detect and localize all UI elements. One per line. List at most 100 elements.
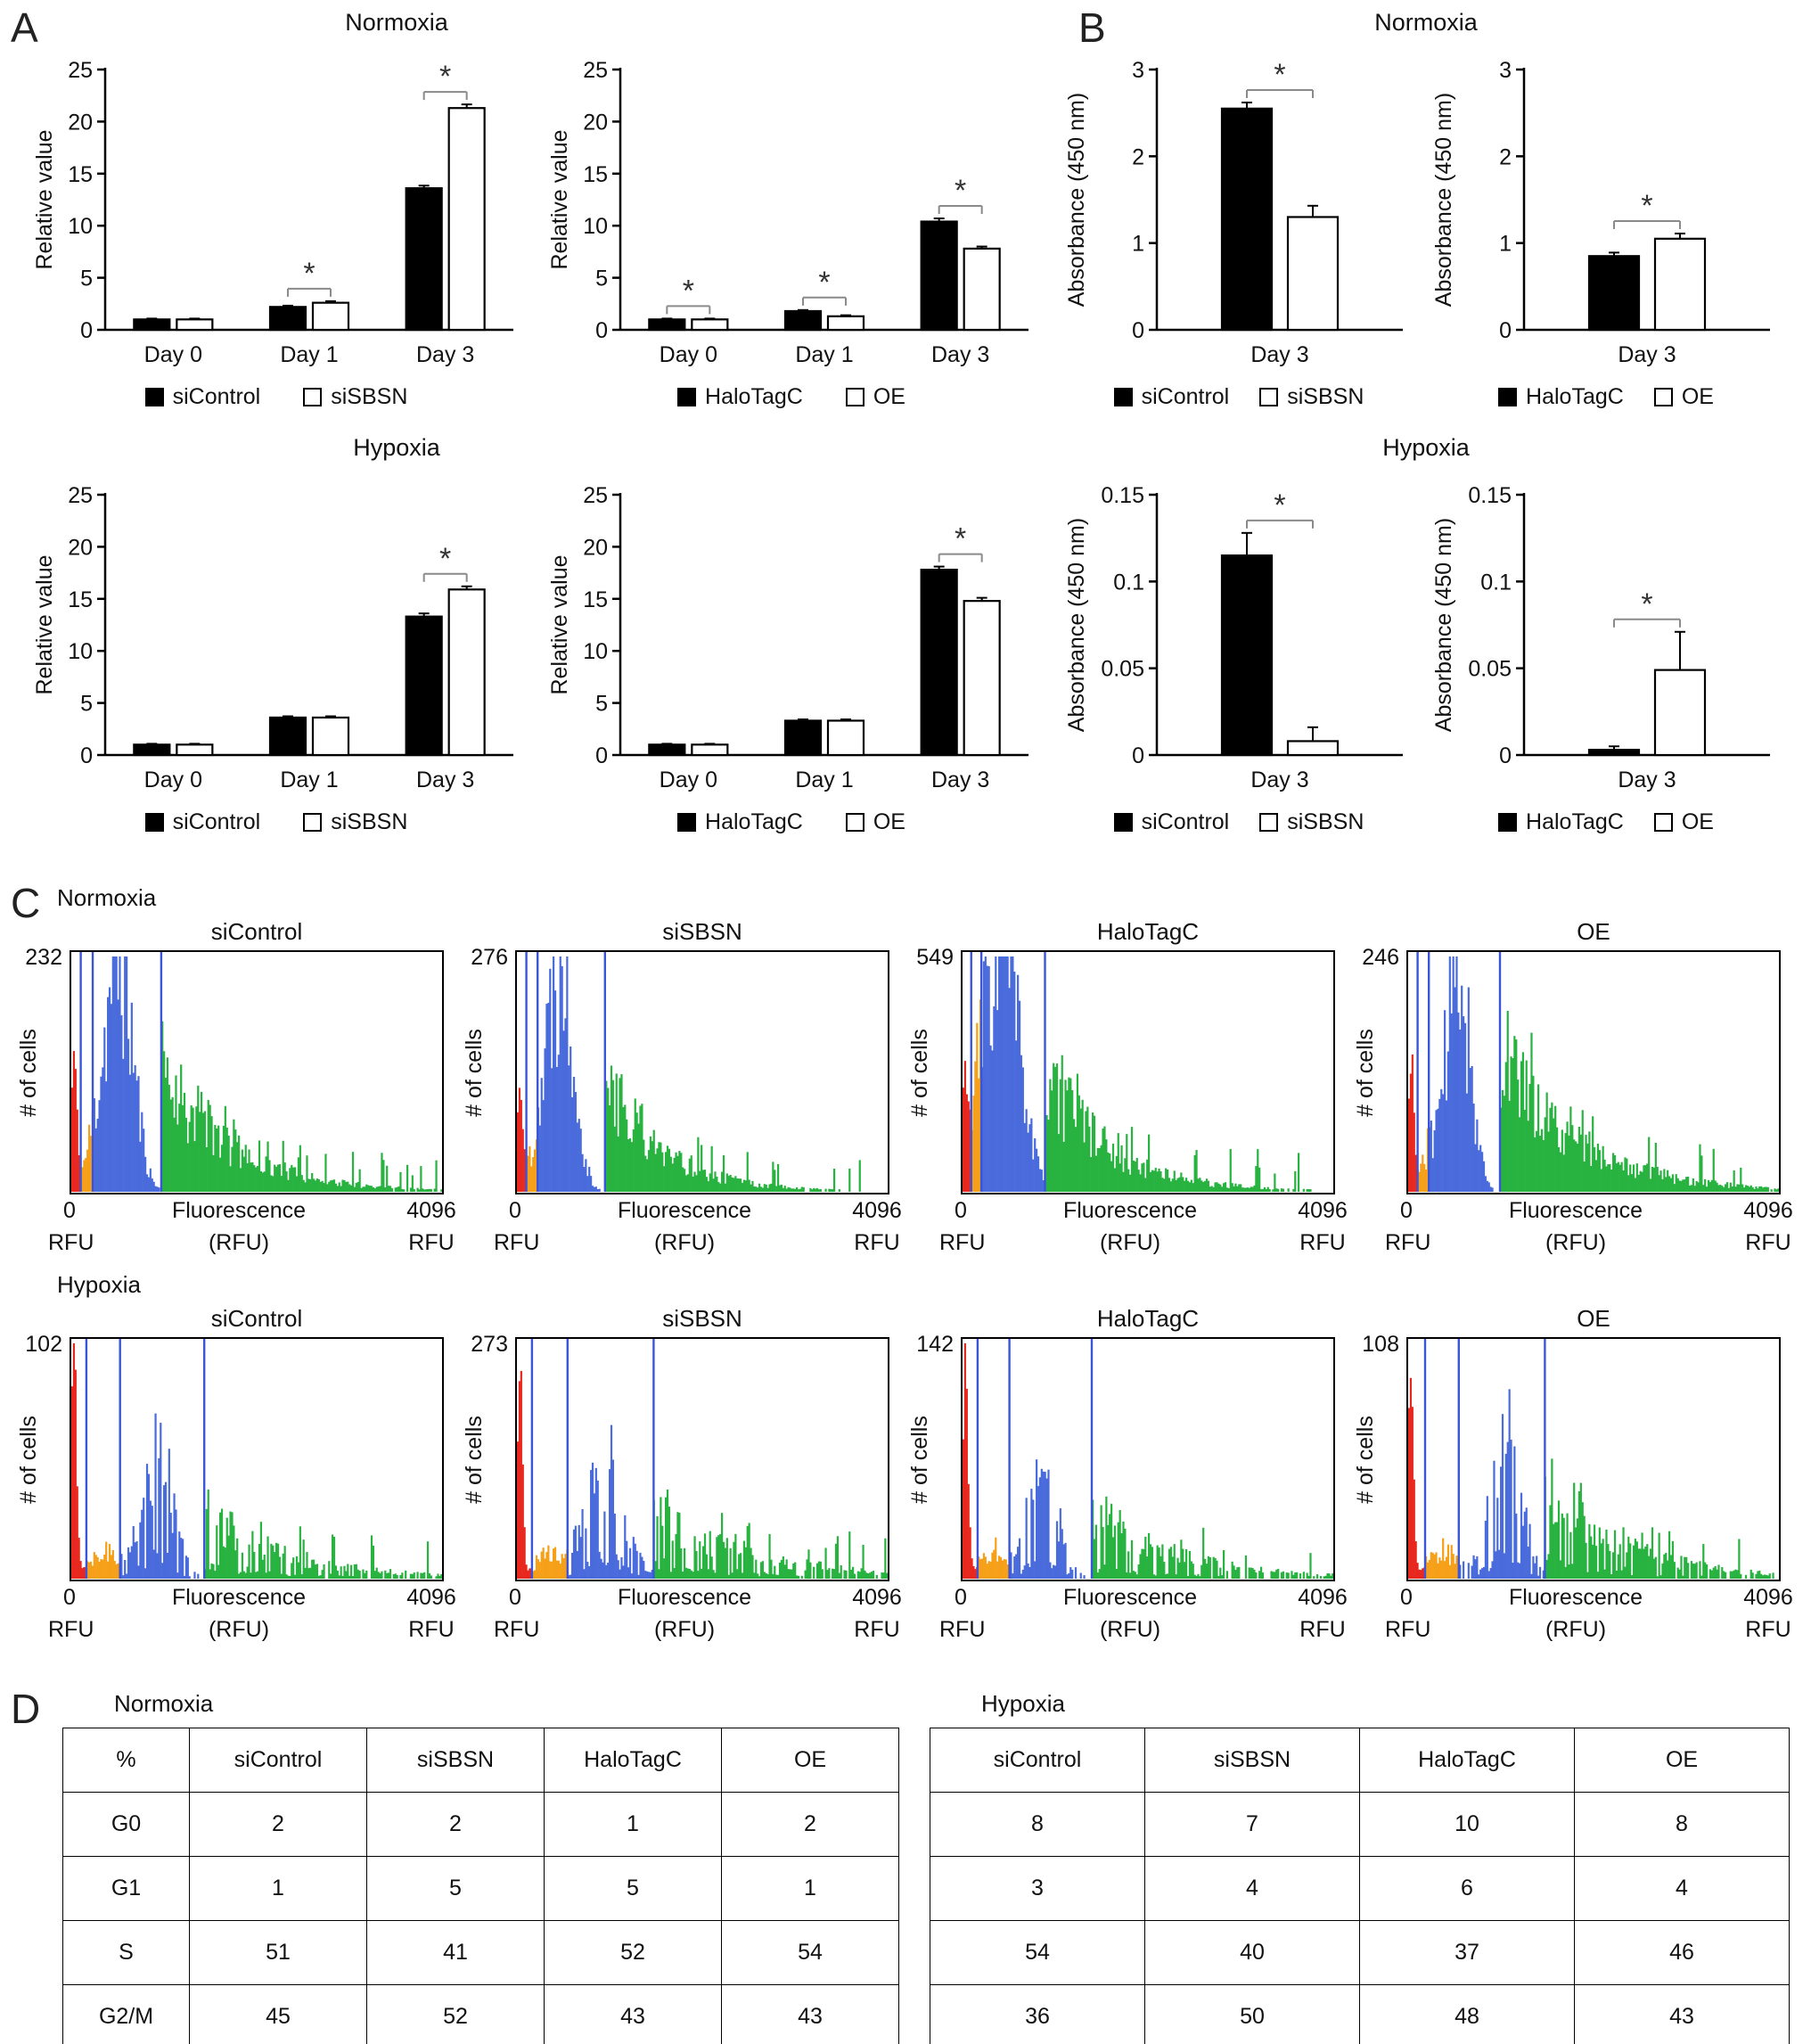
panel-a-hypoxia-row: Hypoxia 0 5 10 15 20 25 Relative value Day 0 Day… <box>27 434 1061 840</box>
hist-title: siSBSN <box>662 918 742 945</box>
legend-item-siSBSN: siSBSN <box>1259 384 1364 410</box>
panel-b-group: Normoxia 0 1 2 3 Absorbance (450 nm) Day 3 * si… <box>1061 9 1791 859</box>
significance-marker: * <box>287 257 332 297</box>
data-table-d-hypoxia: siControl siSBSN HaloTagC OE 8 7 10 8 3 4 6 4 54 40 37… <box>930 1728 1790 2044</box>
hist-bars <box>961 956 1312 1192</box>
table-header-row: siControl siSBSN HaloTagC OE <box>930 1728 1790 1793</box>
bars <box>648 220 1001 332</box>
legend-label: siControl <box>172 809 261 834</box>
hist-bars <box>70 956 444 1192</box>
bar-siControl-Day 3 <box>405 187 443 332</box>
hist-y-axis-label-text: # of cells <box>461 1028 487 1117</box>
legend-label: siSBSN <box>1287 383 1364 409</box>
gate-lines <box>525 952 607 1192</box>
legend-label: HaloTagC <box>705 383 803 409</box>
bars <box>133 588 486 757</box>
plot-border <box>70 1337 444 1581</box>
x-axis-title: Fluorescence <box>1062 1198 1198 1223</box>
panel-b-label: B <box>1078 4 1106 51</box>
panel-a-group: Normoxia 0 5 10 15 20 25 Relative value Day 0 Da… <box>0 9 1061 859</box>
hist-count-label: 549 <box>916 945 954 970</box>
plot-border <box>961 950 1335 1194</box>
section-c: C Normoxia siControl 232 # of cells 0 RFU Flu… <box>0 859 1811 1651</box>
legend-swatch-icon <box>845 387 865 406</box>
y-tick-label: 15 <box>68 162 93 187</box>
error-bars <box>661 218 987 320</box>
legend-label: OE <box>873 809 906 834</box>
table-cell: G1 <box>62 1856 190 1921</box>
x-max-label: 4096 <box>852 1198 902 1223</box>
table-cell: 54 <box>930 1920 1145 1985</box>
histogram-normoxia-halotagc: HaloTagC 549 # of cells 0 RFU Fluorescence (RF… <box>897 918 1348 1264</box>
table-cell: 45 <box>189 1984 367 2044</box>
bar-HaloTagC-Day 3 <box>1587 749 1641 757</box>
axes: 0 5 10 15 20 25 Relative value <box>547 58 1028 343</box>
hist-y-axis-label: # of cells <box>14 1337 43 1581</box>
table-cell: 8 <box>1574 1792 1790 1857</box>
hist-count-label: 246 <box>1362 945 1399 970</box>
bar-HaloTagC-Day 1 <box>783 719 823 757</box>
bar-OE-Day 3 <box>963 600 1001 757</box>
x-axis-title: Fluorescence <box>171 1198 307 1223</box>
table-column-normoxia: Normoxia % siControl siSBSN HaloTagC OE G0 2 2 1… <box>62 1690 899 2044</box>
bar-OE-Day 3 <box>1653 669 1707 757</box>
x-category-labels: Day 3 <box>1250 768 1308 792</box>
table-cell: 2 <box>721 1792 899 1857</box>
hist-plot-area: 276 # of cells <box>451 945 897 1194</box>
x-axis-title: Fluorescence <box>617 1585 752 1610</box>
x-min-label: 0 <box>63 1585 76 1610</box>
gate-lines <box>976 1339 1094 1579</box>
hist-title: OE <box>1577 1305 1610 1332</box>
y-tick-label: 5 <box>595 692 608 717</box>
table-cell: G0 <box>62 1792 190 1857</box>
hist-title: HaloTagC <box>1096 918 1200 945</box>
error-bars <box>1609 630 1685 751</box>
x-axis-title: Fluorescence <box>1508 1198 1643 1223</box>
y-tick-label: 25 <box>68 58 93 83</box>
plot-border <box>1406 950 1781 1194</box>
hist-x-labels: 0 RFU Fluorescence (RFU) 4096 RFU <box>897 1194 1348 1264</box>
hist-count-label: 273 <box>471 1332 508 1357</box>
x-category-label: Day 3 <box>1618 342 1676 367</box>
legend-item-siControl: siControl <box>1113 809 1229 835</box>
bar-chart-svg-b-hypoxia-si: 0 0.05 0.1 0.15 Absorbance (450 nm) Day 3 * <box>1064 483 1403 792</box>
significance-star: * <box>1274 488 1285 522</box>
error-bars <box>661 565 987 745</box>
y-tick-label: 15 <box>583 587 608 612</box>
table-header-cell: % <box>62 1728 190 1793</box>
x-axis-title-line2: (RFU) <box>208 1230 270 1255</box>
table-cell: 40 <box>1144 1920 1360 1985</box>
significance-star: * <box>818 266 830 300</box>
panel-a-normoxia-row: Normoxia 0 5 10 15 20 25 Relative value Day 0 Da… <box>27 9 1061 415</box>
x-axis-title: Fluorescence <box>1508 1585 1643 1610</box>
bar-siControl-Day 0 <box>133 743 171 757</box>
hist-plot-svg-c-hyp-oe <box>1406 1337 1781 1581</box>
x-max-label: 4096 <box>406 1585 456 1610</box>
table-title-hypoxia: Hypoxia <box>981 1690 1065 1717</box>
hist-y-axis-label-text: # of cells <box>15 1028 41 1117</box>
y-tick-label: 20 <box>583 110 608 135</box>
x-axis-title: Fluorescence <box>1062 1585 1198 1610</box>
y-tick-label: 3 <box>1499 58 1512 83</box>
y-tick-label: 0.15 <box>1468 483 1512 508</box>
hist-x-labels: 0 RFU Fluorescence (RFU) 4096 RFU <box>1342 1581 1793 1651</box>
hist-plot-area: 549 # of cells <box>897 945 1342 1194</box>
charts-row: 0 0.05 0.1 0.15 Absorbance (450 nm) Day 3 * siC… <box>1061 468 1791 840</box>
table-cell: 4 <box>1574 1856 1790 1921</box>
significance-marker: * <box>1246 488 1314 529</box>
legend-label: OE <box>1681 809 1714 834</box>
x-category-labels: Day 3 <box>1618 342 1676 367</box>
legend-a-hypoxia-halo: HaloTagC OE <box>542 804 1041 840</box>
table-title-normoxia: Normoxia <box>114 1690 214 1717</box>
hist-x-labels: 0 RFU Fluorescence (RFU) 4096 RFU <box>5 1194 456 1264</box>
panel-c-label: C <box>11 880 41 926</box>
hist-plot-svg-c-hyp-halotagc <box>961 1337 1335 1581</box>
bar-chart-svg-b-normoxia-halo: 0 1 2 3 Absorbance (450 nm) Day 3 * <box>1431 58 1770 367</box>
table-cell: 3 <box>930 1856 1145 1921</box>
legend-swatch-icon <box>1113 812 1133 832</box>
bar-siControl-Day 1 <box>268 716 307 757</box>
y-tick-label: 5 <box>595 267 608 291</box>
legend-swatch-icon <box>1113 387 1133 406</box>
legend-label: OE <box>1681 383 1714 409</box>
y-tick-label: 1 <box>1132 232 1144 257</box>
